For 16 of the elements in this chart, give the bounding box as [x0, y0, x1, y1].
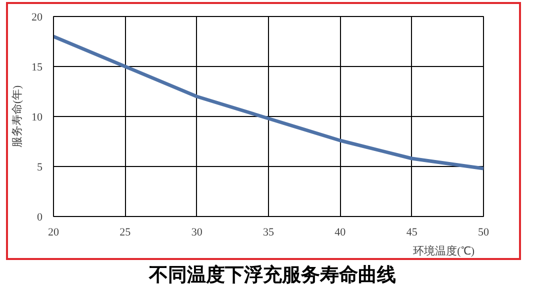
y-axis-title: 服务寿命(年): [12, 85, 24, 148]
x-tick-label: 50: [478, 226, 490, 238]
x-tick-label: 35: [263, 226, 274, 238]
y-tick-label: 20: [32, 12, 43, 24]
x-tick-label: 20: [48, 226, 60, 238]
x-axis-title: 环境温度(℃): [413, 244, 475, 258]
x-tick-label: 45: [406, 226, 418, 238]
y-tick-label: 5: [37, 162, 43, 174]
y-tick-label: 0: [37, 212, 43, 224]
x-tick-label: 25: [120, 226, 132, 238]
y-tick-label: 15: [32, 62, 43, 74]
y-tick-label: 10: [32, 112, 43, 124]
x-tick-label: 40: [334, 226, 346, 238]
text: 不同温度下浮充服务寿命曲线: [149, 264, 396, 288]
x-tick-label: 30: [191, 226, 203, 238]
line-series: [54, 34, 484, 170]
